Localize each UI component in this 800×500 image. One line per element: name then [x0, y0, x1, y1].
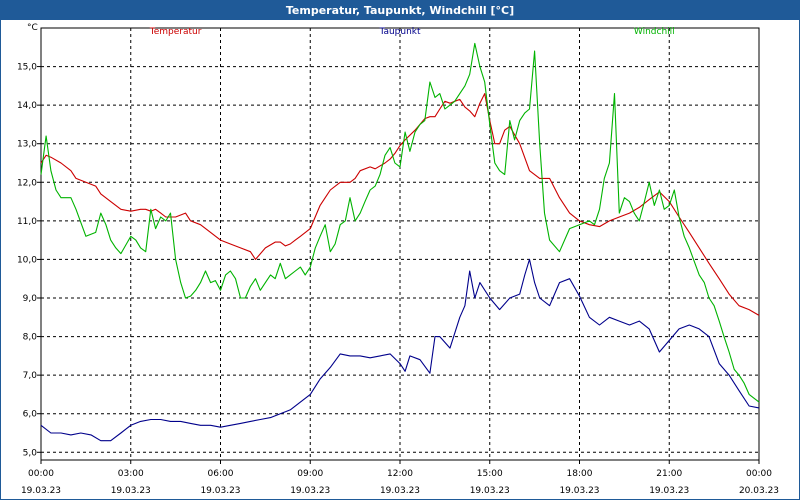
x-tick-date: 19.03.23: [470, 486, 510, 496]
x-tick-date: 19.03.23: [21, 486, 61, 496]
x-tick-time: 21:00: [656, 469, 682, 479]
y-tick-label: 12,0: [17, 178, 37, 188]
x-tick-date: 19.03.23: [200, 486, 240, 496]
series-line-temperatur: [40, 93, 760, 316]
y-tick-label: 10,0: [17, 255, 37, 265]
y-axis-label: °C: [27, 23, 38, 33]
y-tick-label: 11,0: [17, 217, 37, 227]
y-tick-label: 6,0: [23, 410, 38, 420]
x-tick-time: 00:00: [28, 469, 54, 479]
legend-label-windchill: Windchill: [634, 27, 675, 37]
legend-label-taupunkt: Taupunkt: [378, 27, 421, 37]
x-tick-date: 19.03.23: [290, 486, 330, 496]
y-tick-label: 9,0: [23, 294, 38, 304]
x-tick-time: 12:00: [387, 469, 413, 479]
legend-label-temperatur: Temperatur: [149, 27, 202, 37]
y-tick-label: 15,0: [17, 63, 37, 73]
x-tick-date: 20.03.23: [739, 486, 779, 496]
y-tick-label: 7,0: [23, 371, 38, 381]
plot-frame: [40, 27, 760, 461]
x-tick-time: 09:00: [297, 469, 323, 479]
x-tick-date: 19.03.23: [111, 486, 151, 496]
y-tick-label: 13,0: [17, 140, 37, 150]
chart-title: Temperatur, Taupunkt, Windchill [°C]: [1, 1, 799, 20]
y-tick-label: 5,0: [23, 448, 38, 458]
y-tick-label: 8,0: [23, 333, 38, 343]
series-line-windchill: [40, 42, 760, 403]
series-line-taupunkt: [40, 258, 760, 442]
x-tick-date: 19.03.23: [380, 486, 420, 496]
x-tick-date: 19.03.23: [649, 486, 689, 496]
y-tick-label: 14,0: [17, 101, 37, 111]
x-tick-time: 03:00: [118, 469, 144, 479]
x-tick-time: 00:00: [746, 469, 772, 479]
x-tick-time: 06:00: [208, 469, 234, 479]
x-tick-time: 18:00: [567, 469, 593, 479]
x-tick-date: 19.03.23: [559, 486, 599, 496]
x-tick-time: 15:00: [477, 469, 503, 479]
